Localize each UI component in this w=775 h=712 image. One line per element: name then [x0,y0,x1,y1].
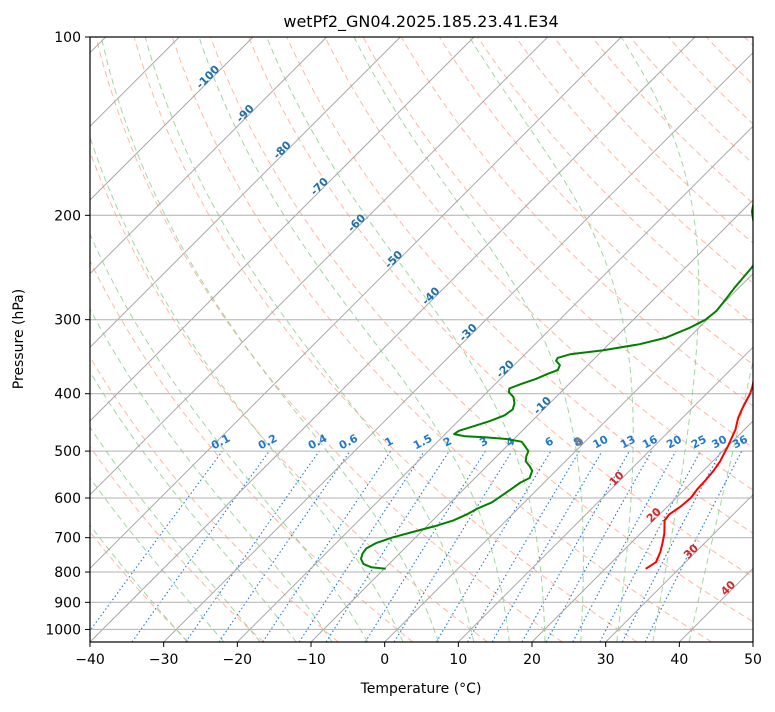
x-tick-label: 50 [744,652,762,668]
x-tick-label: 10 [449,652,467,668]
x-tick-label: −30 [149,652,179,668]
y-tick-label: 400 [54,387,81,403]
x-tick-label: 30 [597,652,615,668]
y-tick-label: 900 [54,595,81,611]
y-tick-label: 800 [54,565,81,581]
x-tick-label: −10 [296,652,326,668]
y-tick-label: 300 [54,313,81,329]
x-tick-label: −20 [223,652,253,668]
y-tick-label: 100 [54,30,81,46]
y-tick-label: 500 [54,444,81,460]
x-tick-label: 20 [523,652,541,668]
y-tick-label: 600 [54,491,81,507]
x-tick-label: 40 [670,652,688,668]
y-axis-label: Pressure (hPa) [11,289,27,389]
y-tick-label: 700 [54,531,81,547]
y-tick-label: 200 [54,208,81,224]
y-tick-label: 1000 [45,622,81,638]
x-tick-label: −40 [75,652,105,668]
chart-title: wetPf2_GN04.2025.185.23.41.E34 [283,12,558,32]
x-tick-label: 0 [380,652,389,668]
x-axis-label: Temperature (°C) [360,681,482,697]
